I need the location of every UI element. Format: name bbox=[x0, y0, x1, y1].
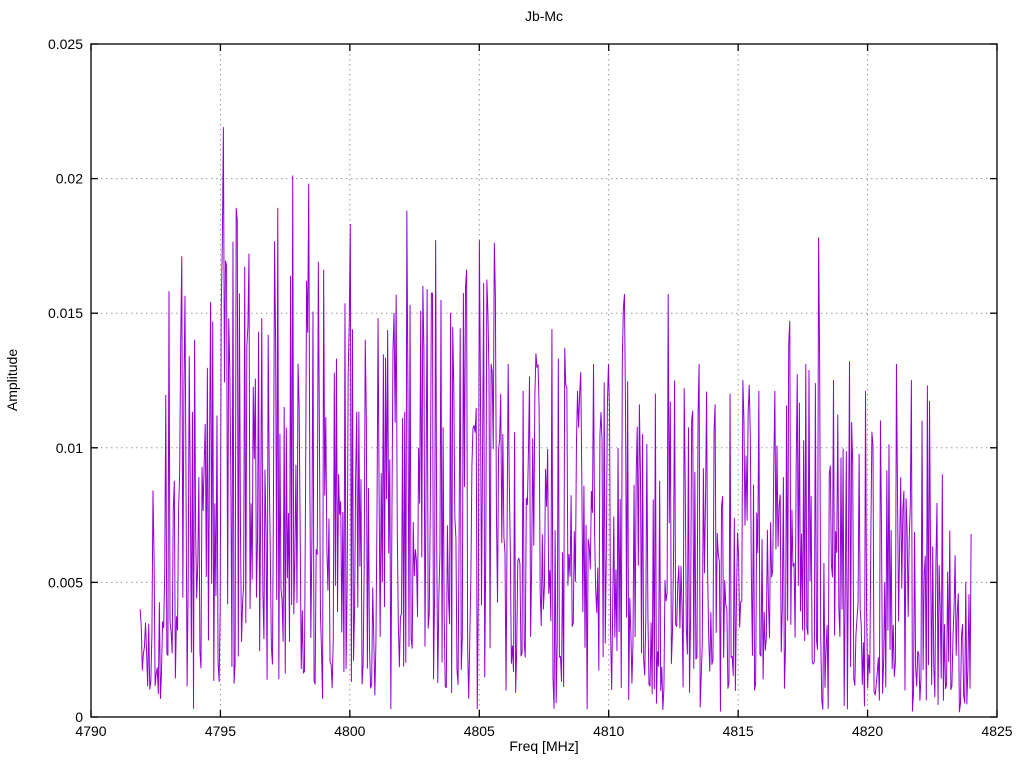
y-tick-label: 0.015 bbox=[48, 305, 83, 321]
x-tick-label: 4795 bbox=[205, 723, 236, 739]
y-tick-label: 0.025 bbox=[48, 36, 83, 52]
chart-title: Jb-Mc bbox=[524, 8, 564, 24]
x-tick-label: 4820 bbox=[852, 723, 883, 739]
x-tick-label: 4800 bbox=[334, 723, 365, 739]
y-tick-label: 0 bbox=[75, 709, 83, 725]
x-tick-label: 4805 bbox=[464, 723, 495, 739]
spectrum-line bbox=[139, 126, 972, 713]
x-tick-label: 4825 bbox=[981, 723, 1012, 739]
x-axis-label: Freq [MHz] bbox=[509, 738, 579, 754]
x-tick-label: 4810 bbox=[593, 723, 624, 739]
x-tick-label: 4815 bbox=[723, 723, 754, 739]
y-tick-label: 0.02 bbox=[56, 171, 83, 187]
plot-border bbox=[90, 43, 998, 718]
y-tick-label: 0.005 bbox=[48, 574, 83, 590]
y-tick-label: 0.01 bbox=[56, 440, 83, 456]
x-tick-label: 4790 bbox=[75, 723, 106, 739]
